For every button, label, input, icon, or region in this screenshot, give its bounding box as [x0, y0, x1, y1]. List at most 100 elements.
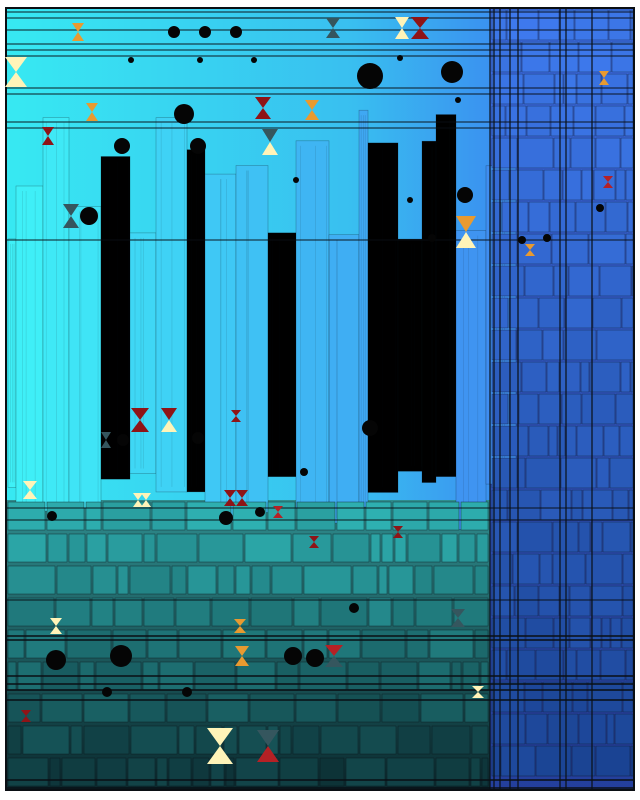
black-dot [102, 687, 112, 697]
hourglass-top [72, 23, 84, 32]
black-dot [300, 468, 308, 476]
column-block [235, 165, 269, 513]
column-block [15, 185, 44, 512]
lower-cell [431, 725, 471, 755]
hourglass-top [63, 204, 79, 216]
right-cell [491, 265, 525, 297]
black-dot [117, 434, 129, 446]
right-cell [543, 169, 563, 201]
lower-cell [470, 757, 481, 787]
lower-cell [474, 629, 489, 659]
right-cell [590, 617, 602, 649]
hourglass-top [207, 728, 233, 746]
lower-cell [250, 597, 293, 627]
lower-cell [127, 757, 156, 787]
right-cell [516, 329, 543, 361]
right-cell [524, 265, 554, 297]
lower-cell [433, 565, 474, 595]
black-dot [357, 63, 383, 89]
right-cell [590, 585, 623, 617]
lower-cell [117, 565, 129, 595]
lower-cell [7, 693, 41, 723]
hourglass-top [141, 493, 151, 500]
outer-frame [5, 7, 635, 791]
hourglass-top [235, 646, 249, 656]
lower-cell [345, 757, 386, 787]
hourglass-bottom [131, 420, 149, 432]
hourglass-bottom [161, 420, 177, 432]
lower-cell [251, 565, 271, 595]
lower-cell [7, 565, 56, 595]
right-cell [587, 681, 623, 713]
hourglass-bottom [72, 32, 84, 41]
hourglass-bottom [101, 440, 111, 448]
lower-cell [178, 725, 195, 755]
right-cell [525, 617, 554, 649]
right-cell [630, 745, 634, 777]
column-block [397, 238, 423, 472]
right-cell [526, 105, 551, 137]
right-cell [514, 585, 539, 617]
right-cell [622, 681, 634, 713]
right-cell [631, 265, 634, 297]
black-dot [219, 511, 233, 525]
lower-cell [143, 533, 156, 563]
lower-cell [359, 725, 397, 755]
right-cell [491, 681, 525, 713]
right-cell [602, 521, 631, 553]
lower-cell [7, 757, 49, 787]
lower-cell [83, 693, 129, 723]
right-cell [523, 73, 555, 105]
lower-cell [361, 629, 406, 659]
black-dot [293, 177, 299, 183]
right-cell [627, 201, 634, 233]
lower-cell [319, 757, 345, 787]
lower-cell [207, 693, 249, 723]
hourglass-top [603, 176, 613, 182]
hourglass-bottom [141, 500, 151, 507]
right-cell [601, 73, 628, 105]
lower-cell [414, 565, 433, 595]
right-cell [576, 73, 602, 105]
right-cell [625, 233, 634, 265]
lower-cell [320, 597, 368, 627]
lower-cell [392, 597, 415, 627]
lower-cell [151, 501, 186, 531]
right-cell [572, 681, 588, 713]
right-cell [528, 425, 549, 457]
lower-cell [381, 533, 394, 563]
lower-cell [56, 565, 92, 595]
right-cell [582, 489, 613, 521]
black-dot [455, 97, 461, 103]
hourglass-bottom [273, 512, 283, 518]
right-cell [549, 41, 579, 73]
hourglass-bottom [42, 136, 54, 145]
black-dot [230, 26, 242, 38]
right-cell [491, 649, 507, 681]
lower-cell [129, 693, 166, 723]
lower-cell [292, 725, 320, 755]
right-cell [563, 329, 597, 361]
lower-cell [368, 597, 392, 627]
right-cell [570, 137, 596, 169]
right-cell [630, 521, 634, 553]
hourglass-top [395, 17, 409, 28]
right-cell [563, 73, 577, 105]
lower-cell [381, 693, 420, 723]
lower-cell [407, 533, 441, 563]
lower-cell [7, 597, 55, 627]
hourglass-top [42, 127, 54, 136]
hourglass-bottom [411, 28, 429, 39]
lower-cell [235, 757, 279, 787]
right-cell [581, 169, 594, 201]
lower-cell [55, 597, 91, 627]
right-cell [561, 393, 582, 425]
right-cell [538, 585, 560, 617]
lower-cell [192, 757, 210, 787]
right-cell [491, 137, 518, 169]
lower-cell [96, 757, 127, 787]
right-cell [622, 585, 634, 617]
right-cell [517, 137, 554, 169]
lower-cell [249, 693, 295, 723]
